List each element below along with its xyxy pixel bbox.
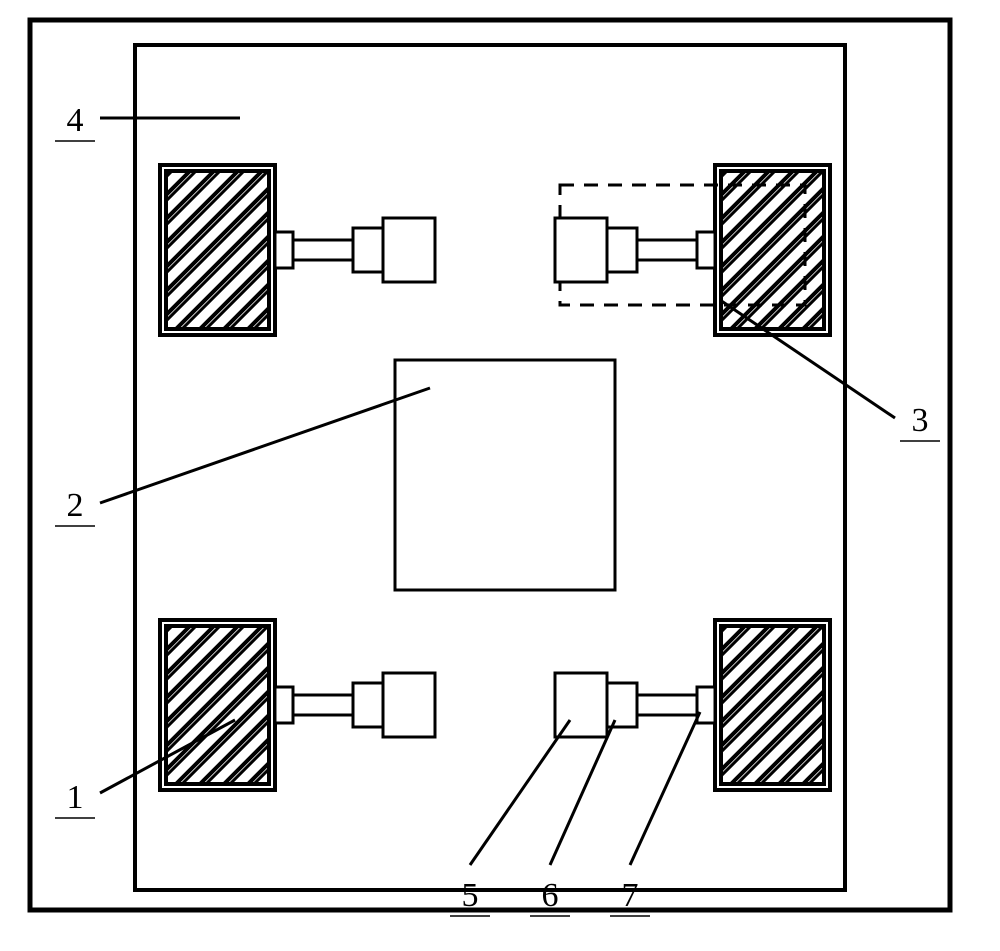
label-5: 5 bbox=[462, 877, 479, 914]
diagram-root: 4 2 1 3 5 6 7 bbox=[0, 0, 1000, 951]
label-3: 3 bbox=[912, 402, 929, 439]
label-2: 2 bbox=[67, 487, 84, 524]
label-1: 1 bbox=[67, 779, 84, 816]
label-6: 6 bbox=[542, 877, 559, 914]
label-4: 4 bbox=[67, 102, 84, 139]
canvas-bg bbox=[0, 0, 1000, 951]
label-7: 7 bbox=[622, 877, 639, 914]
